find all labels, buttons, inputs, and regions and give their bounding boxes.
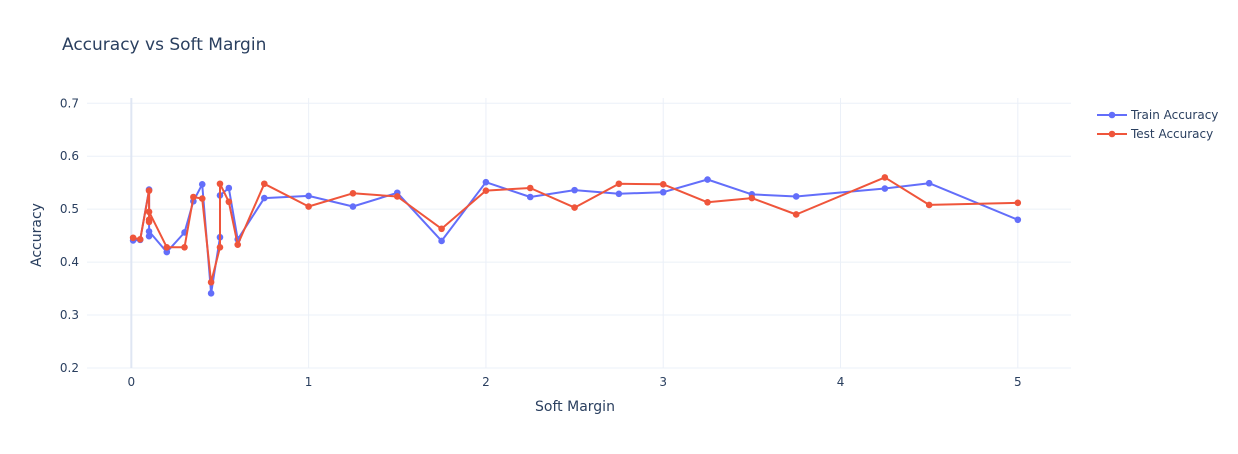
data-point bbox=[571, 204, 578, 211]
data-point bbox=[163, 248, 171, 256]
data-point bbox=[163, 243, 171, 251]
axes: 0.2 0.3 0.4 0.5 0.6 0.7 0 1 2 3 4 5 bbox=[60, 96, 1022, 389]
chart-title: Accuracy vs Soft Margin bbox=[62, 35, 266, 55]
data-point bbox=[792, 211, 800, 218]
x-tick-label: 1 bbox=[305, 375, 313, 389]
data-point bbox=[925, 201, 933, 209]
data-point bbox=[704, 198, 711, 206]
data-point bbox=[198, 195, 206, 202]
data-point bbox=[482, 187, 490, 194]
data-point bbox=[349, 203, 357, 210]
y-tick-label: 0.6 bbox=[60, 149, 79, 163]
data-point bbox=[198, 180, 206, 188]
x-tick-label: 5 bbox=[1014, 375, 1022, 389]
data-point bbox=[615, 190, 623, 198]
legend-label: Train Accuracy bbox=[1130, 108, 1218, 122]
data-point bbox=[659, 188, 667, 196]
y-tick-label: 0.4 bbox=[60, 255, 79, 269]
data-point bbox=[1014, 216, 1022, 224]
legend-label: Test Accuracy bbox=[1130, 127, 1213, 141]
data-point bbox=[145, 208, 153, 216]
y-tick-label: 0.2 bbox=[60, 361, 79, 375]
data-point bbox=[207, 290, 215, 297]
x-tick-label: 4 bbox=[837, 375, 845, 389]
data-point bbox=[207, 278, 215, 286]
data-point bbox=[438, 225, 445, 233]
data-point bbox=[881, 174, 889, 181]
legend-swatch-marker bbox=[1108, 130, 1116, 138]
data-point bbox=[305, 203, 312, 210]
y-tick-label: 0.3 bbox=[60, 308, 79, 322]
data-point bbox=[145, 228, 153, 235]
legend-swatch-marker bbox=[1108, 111, 1116, 119]
data-point bbox=[145, 218, 153, 226]
data-point bbox=[615, 180, 623, 188]
data-point bbox=[145, 232, 153, 240]
legend: Train Accuracy Test Accuracy bbox=[1097, 108, 1218, 141]
y-tick-label: 0.5 bbox=[60, 202, 79, 216]
data-point bbox=[260, 180, 268, 188]
data-point bbox=[526, 184, 534, 192]
data-point bbox=[659, 180, 667, 188]
data-point bbox=[181, 243, 188, 251]
x-axis-label: Soft Margin bbox=[535, 399, 615, 415]
data-point bbox=[748, 194, 756, 202]
data-point bbox=[225, 184, 233, 192]
data-point bbox=[225, 198, 233, 206]
data-point bbox=[1014, 199, 1022, 207]
x-tick-label: 3 bbox=[659, 375, 667, 389]
data-point bbox=[145, 187, 153, 194]
data-point bbox=[438, 237, 445, 245]
data-point bbox=[704, 176, 711, 183]
data-point bbox=[216, 243, 224, 251]
data-point bbox=[305, 192, 312, 200]
grid bbox=[87, 98, 1071, 369]
x-tick-label: 2 bbox=[482, 375, 490, 389]
data-point bbox=[881, 185, 889, 192]
y-axis-label: Accuracy bbox=[29, 203, 45, 267]
data-point bbox=[216, 180, 224, 188]
data-point bbox=[571, 186, 578, 194]
plot-area bbox=[129, 174, 1022, 297]
y-tick-label: 0.7 bbox=[60, 96, 79, 110]
data-point bbox=[925, 179, 933, 187]
data-point bbox=[234, 241, 242, 248]
data-point bbox=[349, 189, 357, 197]
data-point bbox=[136, 236, 144, 243]
data-point bbox=[482, 178, 490, 186]
data-point bbox=[260, 194, 268, 202]
data-point bbox=[526, 193, 534, 201]
data-point bbox=[129, 234, 137, 242]
data-point bbox=[190, 193, 197, 201]
data-point bbox=[393, 193, 401, 200]
data-point bbox=[792, 193, 800, 200]
x-tick-label: 0 bbox=[128, 375, 136, 389]
